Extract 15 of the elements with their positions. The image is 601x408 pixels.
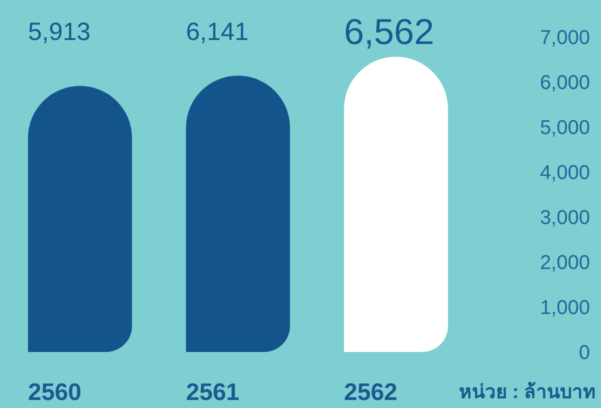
y-tick-label: 7,000	[540, 27, 590, 49]
y-tick-label: 6,000	[540, 72, 590, 94]
y-tick-label: 2,000	[540, 252, 590, 274]
y-tick-label: 0	[578, 342, 590, 364]
text: หน่วย : ล้านบาท	[459, 381, 596, 403]
y-tick-label: 5,000	[540, 117, 590, 139]
y-tick-label: 1,000	[540, 297, 590, 319]
x-tick-label: 2561	[186, 379, 240, 406]
data-label: 6,562	[344, 11, 434, 52]
x-tick-label: 2560	[28, 379, 82, 406]
data-label: 6,141	[186, 18, 249, 46]
x-tick-label: 2562	[344, 379, 398, 406]
y-tick-label: 3,000	[540, 207, 590, 229]
data-label: 5,913	[28, 18, 91, 46]
y-tick-label: 4,000	[540, 162, 590, 184]
